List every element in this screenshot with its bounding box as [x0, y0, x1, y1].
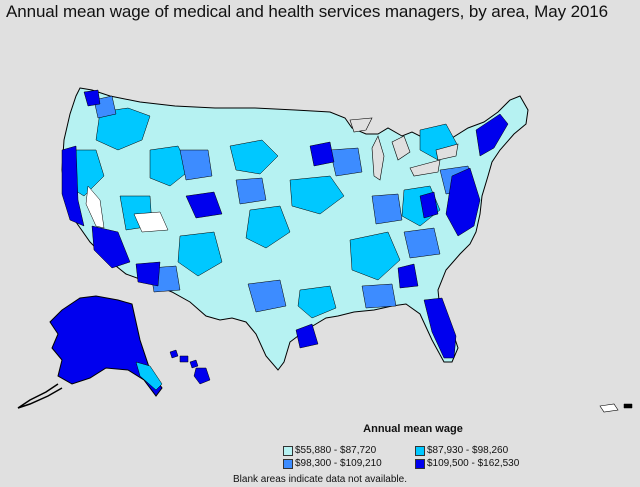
blank-area-california	[85, 185, 105, 229]
legend-title: Annual mean wage	[363, 423, 463, 435]
alaska-aleutians	[17, 383, 63, 409]
legend-item-mid-low: $87,930 - $98,260	[415, 445, 508, 456]
legend-swatch-low	[283, 445, 293, 456]
areas-109500-162530	[61, 89, 509, 359]
legend-label-mid-low: $87,930 - $98,260	[427, 445, 509, 456]
areas-87930-98260	[67, 107, 459, 319]
alaska-southeast	[135, 361, 163, 391]
legend-item-high: $109,500 - $162,530	[415, 458, 519, 469]
blank-area-nevada	[133, 211, 169, 233]
legend-label-high: $109,500 - $162,530	[427, 458, 520, 469]
great-lakes	[349, 117, 459, 181]
legend-item-mid-high: $98,300 - $109,210	[283, 458, 382, 469]
footnote: Blank areas indicate data not available.	[232, 474, 407, 485]
hawaii	[169, 349, 211, 385]
legend-swatch-mid-low	[415, 445, 425, 456]
legend-swatch-high	[415, 458, 425, 469]
puerto-rico	[599, 403, 619, 413]
legend-label-mid-high: $98,300 - $109,210	[295, 458, 382, 469]
legend-swatch-mid-high	[283, 458, 293, 469]
legend-item-low: $55,880 - $87,720	[283, 445, 376, 456]
alaska	[49, 295, 163, 397]
virgin-islands	[623, 403, 633, 409]
legend-label-low: $55,880 - $87,720	[295, 445, 377, 456]
map-title: Annual mean wage of medical and health s…	[6, 2, 609, 21]
